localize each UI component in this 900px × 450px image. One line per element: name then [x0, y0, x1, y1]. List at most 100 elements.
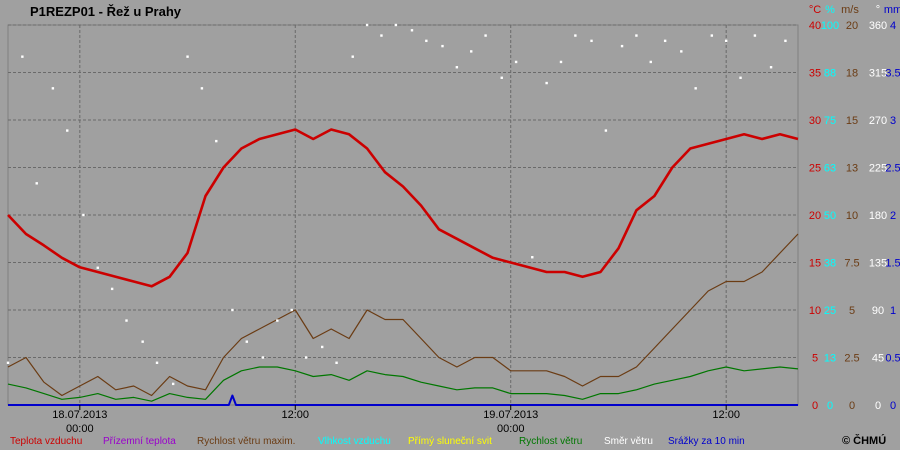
y-tick-label: 38 — [824, 258, 836, 270]
wind-dir-point — [425, 39, 428, 43]
y-tick-label: 315 — [869, 68, 887, 80]
wind-dir-point — [261, 356, 265, 359]
wind-dir-point — [649, 60, 652, 64]
y-tick-label: 2 — [890, 210, 896, 222]
chart-title: P1REZP01 - Řež u Prahy — [30, 4, 182, 19]
wind-dir-point — [769, 66, 773, 69]
y-tick-label: 13 — [846, 163, 858, 175]
wind-dir-point — [441, 44, 444, 48]
y-tick-label: 135 — [869, 258, 887, 270]
wind-dir-point — [500, 76, 503, 79]
wind-dir-point — [484, 34, 487, 37]
y-tick-label: 225 — [869, 163, 887, 175]
y-tick-label: 0 — [812, 400, 818, 412]
wind-dir-point — [635, 34, 638, 37]
y-tick-label: 180 — [869, 210, 887, 222]
wind-dir-point — [215, 139, 218, 143]
y-tick-label: 40 — [809, 20, 821, 32]
x-tick-label: 12:00 — [712, 409, 740, 421]
x-tick-label: 19.07.2013 — [483, 409, 538, 421]
y-tick-label: 2.5 — [885, 163, 900, 175]
wind-dir-point — [394, 23, 398, 27]
wind-dir-point — [290, 308, 293, 312]
y-tick-label: 0 — [875, 400, 881, 412]
y-tick-label: 3.5 — [885, 68, 900, 80]
axis-unit-label: mm — [884, 4, 900, 16]
axis-unit-label: m/s — [841, 4, 859, 16]
y-tick-label: 0 — [827, 400, 833, 412]
y-tick-label: 90 — [872, 305, 884, 317]
wind-dir-point — [155, 361, 159, 364]
legend-item: Rychlost větru — [519, 436, 582, 447]
wind-dir-point — [35, 182, 38, 185]
y-tick-label: 45 — [872, 353, 884, 365]
series-sr-ky-za-10-min — [8, 394, 798, 406]
y-tick-label: 35 — [809, 68, 821, 80]
wind-dir-point — [200, 87, 204, 90]
wind-dir-point — [82, 213, 85, 217]
wind-dir-point — [455, 66, 459, 69]
y-tick-label: 75 — [824, 115, 836, 127]
y-tick-label: 30 — [809, 115, 821, 127]
y-tick-label: 2.5 — [844, 353, 859, 365]
legend-item: Teplota vzduchu — [10, 436, 82, 447]
wind-dir-point — [335, 361, 338, 364]
wind-dir-point — [304, 356, 308, 359]
legend-item: Přízemní teplota — [103, 436, 176, 447]
y-tick-label: 5 — [812, 353, 818, 365]
y-tick-label: 4 — [890, 20, 896, 32]
wind-dir-point — [739, 76, 742, 79]
y-tick-label: 63 — [824, 163, 836, 175]
x-tick-label: 12:00 — [282, 409, 310, 421]
y-tick-label: 10 — [809, 305, 821, 317]
legend-item: Rychlost větru maxim. — [197, 436, 295, 447]
wind-dir-point — [380, 34, 383, 37]
wind-dir-point — [21, 55, 24, 58]
y-tick-label: 3 — [890, 115, 896, 127]
wind-dir-point — [51, 87, 55, 90]
y-axes: °C0510152025303540%013253850637588100m/s… — [809, 4, 900, 412]
axis-unit-label: ° — [876, 4, 880, 16]
plot-area — [6, 23, 799, 406]
legend-item: Srážky za 10 min — [668, 436, 745, 447]
legend: Teplota vzduchu Přízemní teplota Rychlost … — [10, 436, 745, 447]
wind-dir-point — [710, 34, 714, 37]
wind-dir-point — [171, 382, 175, 386]
y-tick-label: 7.5 — [844, 258, 859, 270]
legend-item: Přímý sluneční svit — [408, 436, 492, 447]
y-tick-label: 25 — [824, 305, 836, 317]
wind-dir-point — [514, 60, 518, 64]
series-rychlost-v-tru — [7, 366, 799, 402]
y-tick-label: 15 — [809, 258, 821, 270]
y-tick-label: 13 — [824, 353, 836, 365]
y-tick-label: 100 — [821, 20, 839, 32]
wind-dir-point — [604, 129, 608, 132]
wind-dir-point — [6, 361, 10, 364]
axis-unit-label: % — [825, 4, 835, 16]
wind-dir-point — [276, 319, 279, 322]
wind-dir-point — [351, 55, 354, 58]
y-tick-label: 20 — [809, 210, 821, 222]
wind-dir-point — [680, 50, 683, 53]
wind-dir-point — [559, 60, 563, 64]
y-tick-label: 50 — [824, 210, 836, 222]
wind-dir-point — [410, 29, 414, 32]
wind-dir-point — [141, 340, 144, 343]
y-tick-label: 1.5 — [885, 258, 900, 270]
series-rychlost-v-tru-maxim- — [7, 233, 799, 397]
y-tick-label: 5 — [849, 305, 855, 317]
x-tick-sublabel: 00:00 — [497, 423, 525, 435]
wind-dir-point — [110, 287, 114, 291]
wind-dir-point — [545, 81, 548, 85]
x-tick-sublabel: 00:00 — [66, 423, 94, 435]
wind-dir-point — [663, 39, 667, 43]
y-tick-label: 88 — [824, 68, 836, 80]
wind-dir-point — [784, 39, 787, 43]
credit-label: © ČHMÚ — [842, 434, 886, 447]
wind-dir-point — [365, 23, 369, 27]
wind-dir-point — [96, 266, 99, 269]
y-tick-label: 1 — [890, 305, 896, 317]
y-tick-label: 0 — [849, 400, 855, 412]
wind-dir-point — [66, 129, 69, 132]
